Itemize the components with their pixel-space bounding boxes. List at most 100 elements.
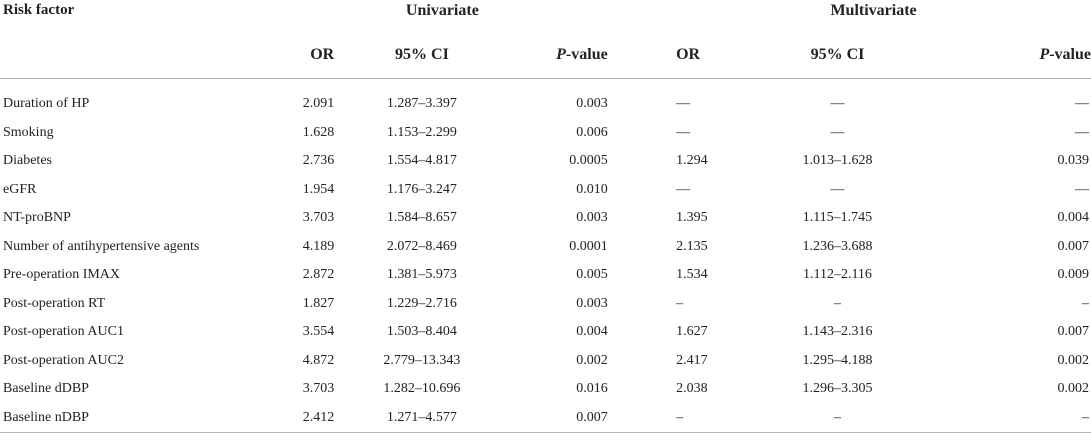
risk-factor-cell: Smoking <box>3 124 54 140</box>
risk-factor-cell: NT-proBNP <box>3 210 71 226</box>
spacer-cell <box>0 79 1091 91</box>
spacer-row <box>0 79 1091 91</box>
multivariate-ci-cell: — <box>830 124 845 140</box>
multivariate-ci-cell: 1.112–2.116 <box>802 267 872 283</box>
univariate-ci-cell: 1.584–8.657 <box>386 210 457 226</box>
risk-factor-cell: Post-operation RT <box>3 295 106 311</box>
univariate-p-cell: 0.003 <box>576 210 608 226</box>
multivariate-or-cell: – <box>656 403 736 433</box>
gap-cell <box>608 347 656 376</box>
gap-cell <box>608 261 656 290</box>
risk-factor-cell: Post-operation AUC1 <box>3 324 124 340</box>
gap-cell <box>608 318 656 347</box>
univariate-ci-cell: 1.282–10.696 <box>383 381 461 397</box>
table-row: Diabetes 2.736 1.554–4.817 0.0005 1.294 … <box>0 147 1091 176</box>
univariate-ci-cell: 1.381–5.973 <box>386 267 457 283</box>
gap-cell <box>608 147 656 176</box>
table-body: Duration of HP 2.091 1.287–3.397 0.003 —… <box>0 79 1091 433</box>
univariate-p-value-header: P-value <box>509 32 608 79</box>
multivariate-or-cell: 1.627 <box>676 324 708 340</box>
header-gap <box>608 0 656 32</box>
table-row: eGFR 1.954 1.176–3.247 0.010 — — — <box>0 176 1091 205</box>
p-suffix: -value <box>565 46 608 63</box>
univariate-or-cell: 2.412 <box>277 403 335 433</box>
multivariate-p-cell: 0.039 <box>1057 153 1090 169</box>
multivariate-p-cell: — <box>1075 181 1089 197</box>
risk-factor-cell: Diabetes <box>3 153 52 169</box>
multivariate-ci-cell: 1.236–3.688 <box>802 238 873 254</box>
multivariate-ci-cell: – <box>735 403 940 433</box>
univariate-ci-cell: 1.554–4.817 <box>386 153 457 169</box>
univariate-or-cell: 3.554 <box>302 324 335 340</box>
gap-cell <box>607 403 657 433</box>
gap-cell <box>608 119 656 148</box>
gap-cell <box>608 290 656 319</box>
table-row: Post-operation AUC2 4.872 2.779–13.343 0… <box>0 347 1091 376</box>
risk-factor-cell: Pre-operation IMAX <box>3 267 121 283</box>
table-row: Duration of HP 2.091 1.287–3.397 0.003 —… <box>0 90 1091 119</box>
multivariate-or-cell: 1.534 <box>676 267 708 283</box>
table-row: Post-operation AUC1 3.554 1.503–8.404 0.… <box>0 318 1091 347</box>
multivariate-ci-cell: 1.296–3.305 <box>802 381 873 397</box>
multivariate-ci-header: 95% CI <box>735 32 940 79</box>
multivariate-ci-cell: – <box>833 295 841 311</box>
risk-factor-cell: Post-operation AUC2 <box>3 352 124 368</box>
table-row: Number of antihypertensive agents 4.189 … <box>0 233 1091 262</box>
gap-cell <box>608 204 656 233</box>
header-row-columns: OR 95% CI P-value OR 95% CI P-value <box>0 32 1091 79</box>
risk-factor-cell: Duration of HP <box>3 96 90 112</box>
multivariate-p-cell: — <box>1075 124 1089 140</box>
multivariate-or-cell: 2.417 <box>676 352 708 368</box>
multivariate-or-cell: 1.395 <box>676 210 708 226</box>
multivariate-ci-cell: 1.295–4.188 <box>802 352 873 368</box>
univariate-p-cell: 0.003 <box>576 96 608 112</box>
table-header: Risk factor Univariate Multivariate OR 9… <box>0 0 1091 79</box>
univariate-p-cell: 0.004 <box>576 324 608 340</box>
multivariate-or-cell: 1.294 <box>676 153 708 169</box>
multivariate-header: Multivariate <box>830 2 917 19</box>
univariate-p-cell: 0.016 <box>576 381 608 397</box>
univariate-ci-cell: 1.271–4.577 <box>334 403 510 433</box>
univariate-ci-header: 95% CI <box>334 32 510 79</box>
univariate-ci-cell: 2.072–8.469 <box>386 238 457 254</box>
gap-cell <box>608 375 656 404</box>
univariate-ci-cell: 1.153–2.299 <box>386 124 457 140</box>
univariate-p-cell: 0.010 <box>576 181 608 197</box>
multivariate-ci-cell: 1.115–1.745 <box>802 210 873 226</box>
multivariate-or-cell: — <box>676 124 691 140</box>
multivariate-p-value-header: P-value <box>939 32 1091 79</box>
table-row: Baseline nDBP 2.412 1.271–4.577 0.007 – … <box>0 403 1091 433</box>
univariate-p-cell: 0.002 <box>576 352 608 368</box>
univariate-or-cell: 4.189 <box>302 238 335 254</box>
univariate-ci-cell: 2.779–13.343 <box>383 352 461 368</box>
univariate-or-cell: 3.703 <box>302 381 335 397</box>
header-gap-2 <box>607 32 657 79</box>
univariate-p-cell: 0.0005 <box>569 153 608 169</box>
univariate-header: Univariate <box>405 2 479 19</box>
univariate-p-cell: 0.0001 <box>569 238 608 254</box>
multivariate-ci-cell: — <box>830 181 845 197</box>
risk-factor-table: Risk factor Univariate Multivariate OR 9… <box>0 0 1091 433</box>
multivariate-p-cell: 0.009 <box>1057 267 1090 283</box>
univariate-ci-cell: 1.287–3.397 <box>386 96 457 112</box>
univariate-or-cell: 2.736 <box>302 153 335 169</box>
gap-cell <box>608 90 656 119</box>
univariate-or-cell: 1.628 <box>302 124 335 140</box>
gap-cell <box>608 176 656 205</box>
risk-factor-header: Risk factor <box>3 2 75 18</box>
univariate-or-cell: 4.872 <box>302 352 335 368</box>
univariate-ci-cell: 1.229–2.716 <box>386 295 457 311</box>
multivariate-or-cell: — <box>676 181 691 197</box>
risk-factor-cell: eGFR <box>3 181 37 197</box>
table-row: Post-operation RT 1.827 1.229–2.716 0.00… <box>0 290 1091 319</box>
univariate-or-cell: 1.954 <box>302 181 335 197</box>
risk-factor-cell: Baseline nDBP <box>0 403 278 433</box>
multivariate-p-cell: 0.002 <box>1057 352 1090 368</box>
multivariate-ci-cell: 1.013–1.628 <box>802 153 873 169</box>
univariate-or-cell: 1.827 <box>302 295 335 311</box>
table-row: Pre-operation IMAX 2.872 1.381–5.973 0.0… <box>0 261 1091 290</box>
p-letter: P <box>1039 46 1050 63</box>
multivariate-or-cell: — <box>676 96 691 112</box>
multivariate-p-cell: – <box>939 403 1091 433</box>
factor-subheader-empty <box>0 32 278 79</box>
